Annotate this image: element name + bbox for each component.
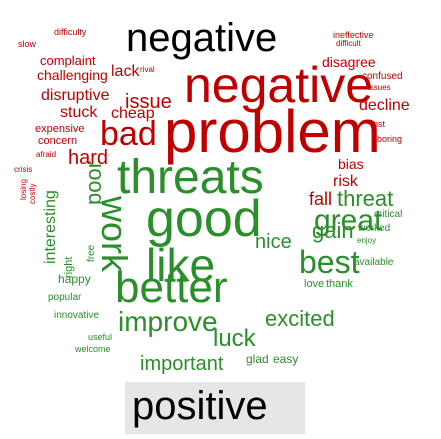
word-easy: easy: [273, 352, 299, 366]
word-lost: lost: [371, 119, 386, 129]
word-slow: slow: [18, 39, 37, 49]
word-hard: hard: [68, 147, 109, 169]
word-welcome: welcome: [75, 344, 111, 354]
word-rival: rival: [140, 65, 155, 74]
word-cheap: cheap: [111, 105, 155, 122]
word-useful: useful: [88, 332, 113, 342]
word-popular: popular: [48, 292, 82, 303]
word-lack: lack: [111, 63, 140, 80]
word-concern: concern: [38, 135, 78, 147]
word-good: good: [146, 190, 262, 248]
word-love: love: [304, 278, 325, 290]
word-thank: thank: [326, 278, 353, 290]
word-bad: bad: [100, 115, 157, 153]
word-costly: costly: [28, 183, 37, 204]
word-confused: confused: [362, 71, 403, 82]
word-innovative: innovative: [54, 310, 100, 321]
word-critical: critical: [374, 209, 403, 220]
word-excited: excited: [265, 306, 335, 331]
word-complaint: complaint: [40, 53, 96, 68]
word-nice: nice: [255, 231, 292, 253]
word-challenging: challenging: [37, 67, 108, 83]
word-crisis: crisis: [14, 165, 33, 174]
word-like: like: [146, 239, 216, 291]
word-losing: losing: [19, 179, 28, 200]
word-decline: decline: [359, 97, 410, 114]
word-improve: improve: [118, 306, 218, 337]
word-stuck: stuck: [60, 104, 98, 121]
word-bias: bias: [338, 156, 364, 172]
word-threat: threat: [337, 186, 394, 211]
word-difficult: difficult: [336, 39, 361, 48]
word-enjoy: enjoy: [357, 236, 377, 245]
word-risk: risk: [333, 173, 358, 190]
word-interesting: interesting: [42, 190, 59, 264]
positive-highlight-box: [125, 382, 305, 434]
word-disagree: disagree: [322, 54, 376, 70]
word-work: work: [94, 196, 135, 273]
word-issues: issues: [368, 83, 391, 92]
word-worked: worked: [358, 223, 391, 234]
word-available: available: [354, 257, 394, 268]
word-boring: boring: [377, 134, 403, 144]
word-luck: luck: [213, 325, 256, 352]
word-negative-top: negative: [126, 16, 278, 60]
word-positive: positive: [132, 384, 268, 428]
word-great: great: [314, 204, 383, 237]
word-issue: issue: [125, 91, 172, 113]
word-better: better: [115, 263, 228, 312]
word-problem: problem: [164, 98, 381, 165]
word-fall: fall: [309, 189, 333, 209]
word-negative-big: negative: [184, 57, 374, 113]
word-important: important: [140, 353, 224, 375]
word-ineffective: ineffective: [333, 30, 374, 40]
word-best: best: [299, 244, 360, 280]
word-disruptive: disruptive: [41, 87, 110, 104]
word-glad: glad: [246, 352, 269, 366]
word-afraid: afraid: [36, 150, 57, 159]
word-happy: happy: [58, 272, 91, 286]
word-threats: threats: [117, 151, 264, 204]
word-gain: gain: [312, 218, 354, 243]
word-difficulty: difficulty: [54, 27, 87, 37]
word-expensive: expensive: [35, 123, 85, 135]
